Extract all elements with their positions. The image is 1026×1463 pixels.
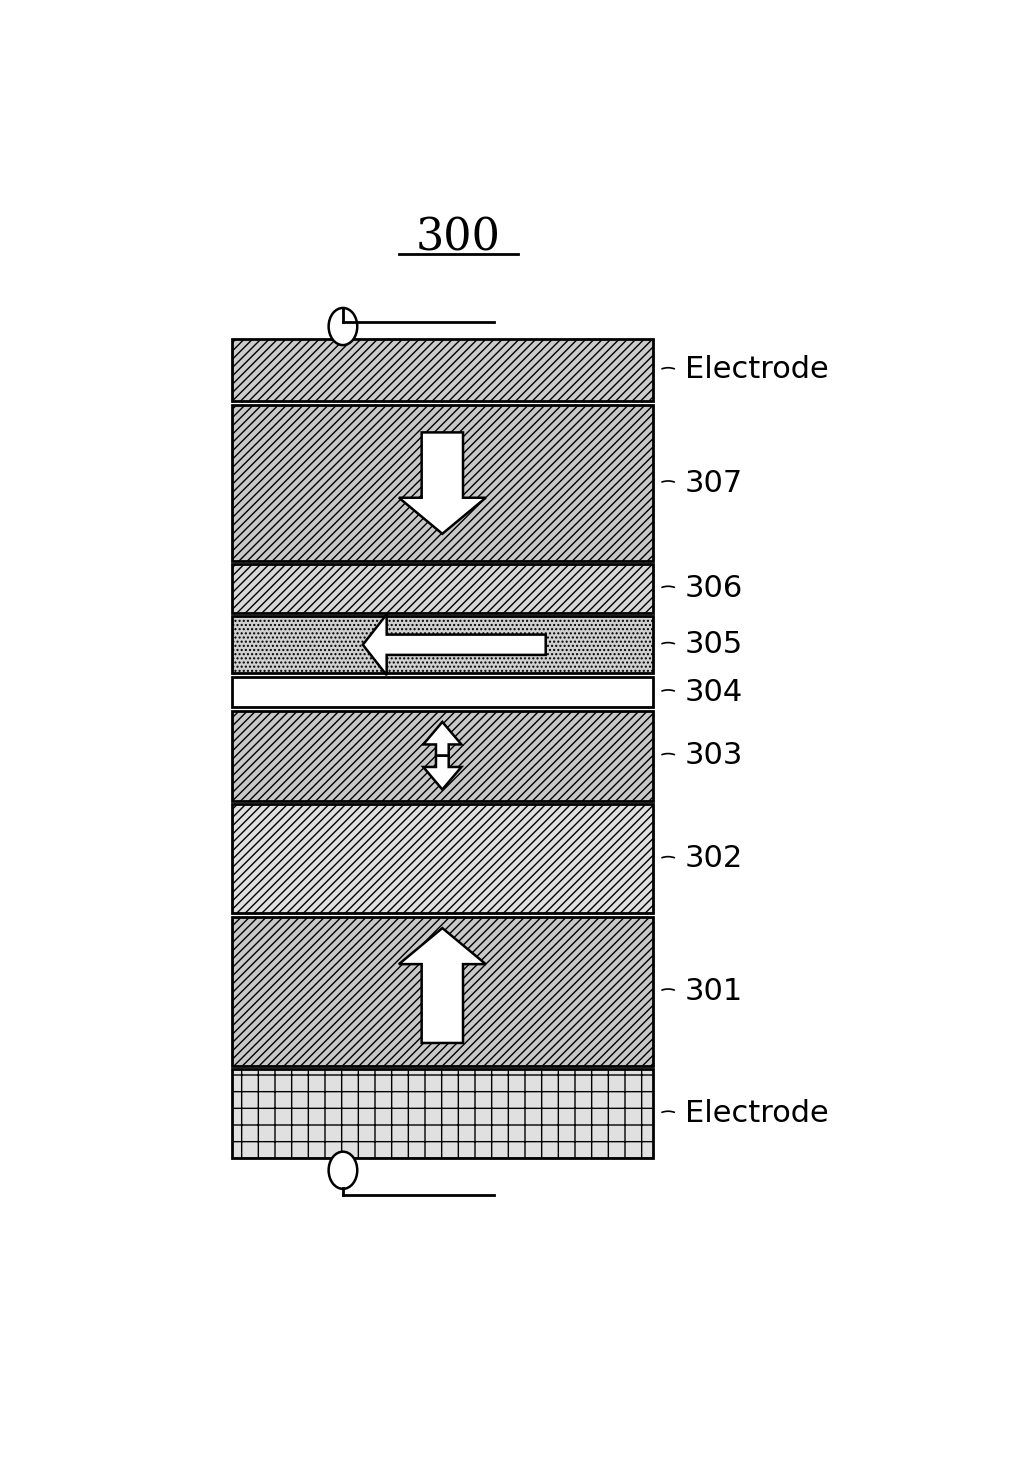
FancyArrow shape [424,756,462,790]
Text: 300: 300 [416,217,501,259]
Text: 304: 304 [684,677,743,707]
Text: Electrode: Electrode [684,1099,829,1128]
Text: 302: 302 [684,844,743,873]
FancyArrow shape [424,721,462,756]
Text: Electrode: Electrode [684,356,829,385]
Ellipse shape [328,307,357,345]
FancyArrow shape [399,433,485,534]
Text: 303: 303 [684,742,743,770]
Text: 307: 307 [684,468,743,497]
FancyArrow shape [363,614,546,674]
Bar [232,677,653,707]
FancyArrow shape [399,928,485,1043]
Text: 305: 305 [684,631,743,660]
Bar [232,917,653,1065]
Bar [232,711,653,800]
Bar [232,1069,653,1157]
Bar [232,405,653,560]
Text: 306: 306 [684,573,743,603]
Bar [232,805,653,913]
Bar [232,565,653,613]
Text: 301: 301 [684,977,743,1005]
Bar [232,616,653,673]
Bar [232,339,653,401]
Ellipse shape [328,1151,357,1189]
